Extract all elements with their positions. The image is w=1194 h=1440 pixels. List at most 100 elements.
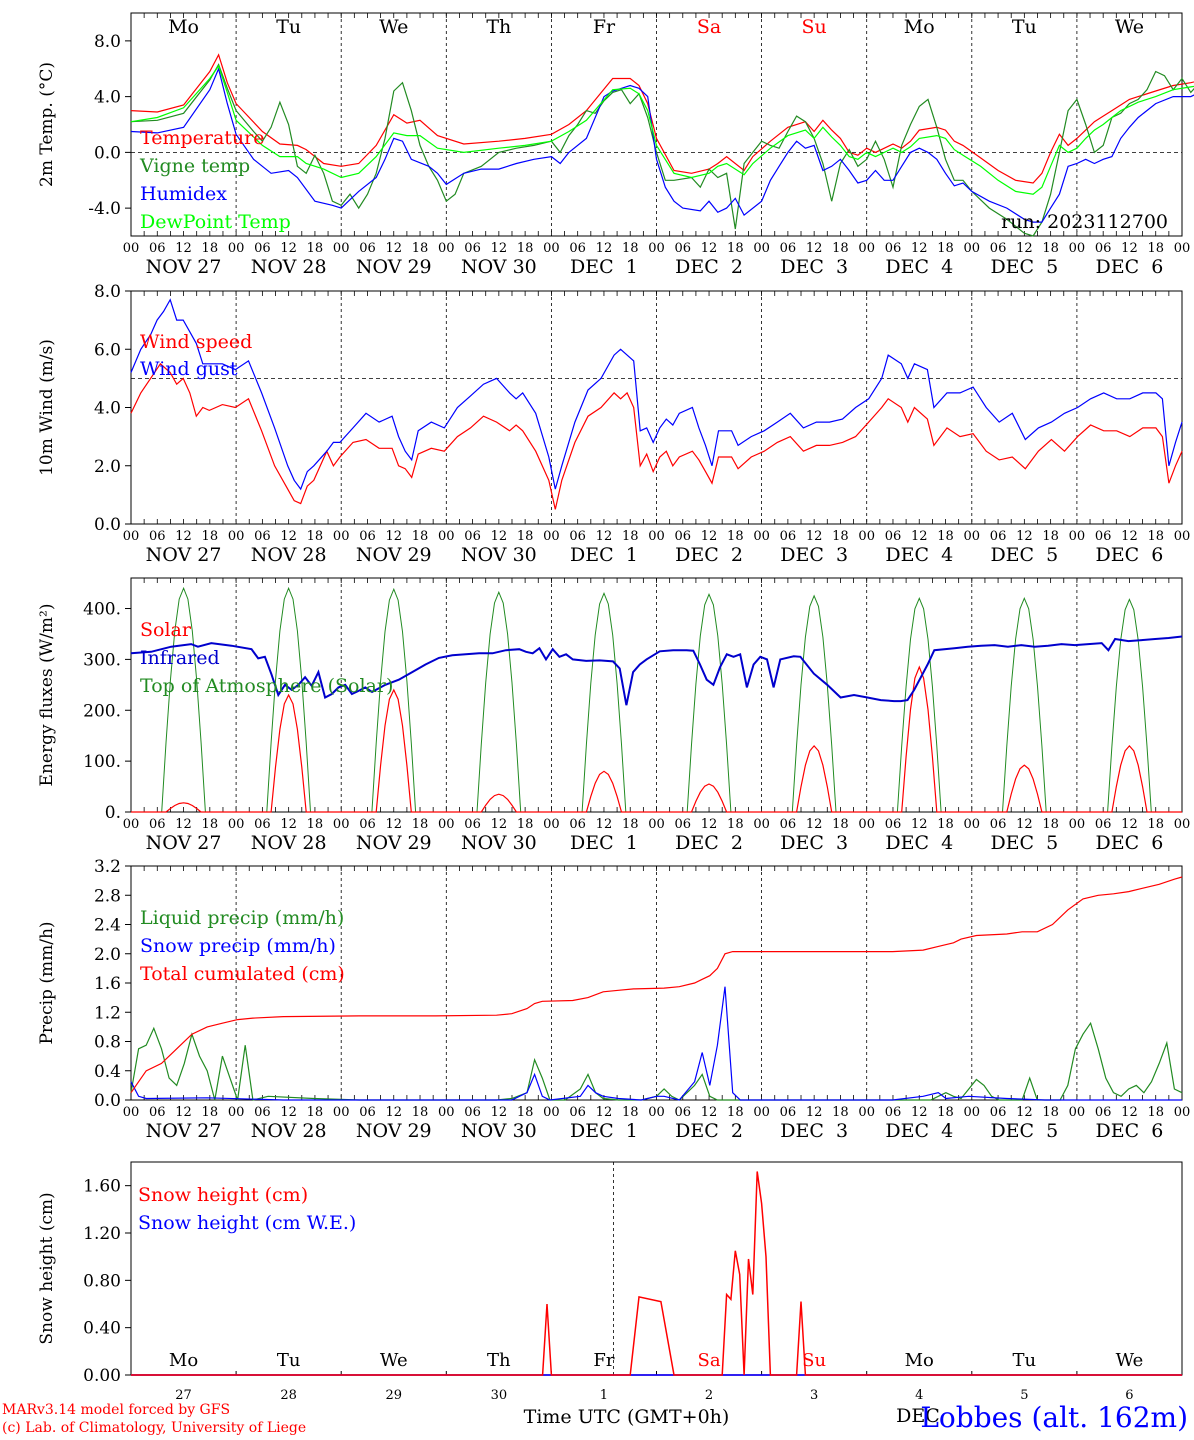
hour-label: 00 bbox=[543, 241, 560, 256]
hour-label: 18 bbox=[412, 241, 429, 256]
date-label: NOV 30 bbox=[461, 256, 537, 278]
hour-label: 18 bbox=[937, 241, 954, 256]
hour-label: 00 bbox=[858, 1105, 875, 1120]
date-label: NOV 29 bbox=[356, 256, 432, 278]
hour-label: 18 bbox=[727, 529, 744, 544]
y-tick-label: 8.0 bbox=[94, 282, 121, 302]
hour-label: 18 bbox=[1042, 529, 1059, 544]
hour-label: 12 bbox=[596, 241, 613, 256]
legend-entry: Solar bbox=[140, 619, 192, 641]
day-name-label: We bbox=[1116, 1350, 1144, 1371]
y-tick-label: 400. bbox=[83, 600, 121, 620]
hour-label: 00 bbox=[753, 1105, 770, 1120]
day-name-label: Tu bbox=[277, 1350, 301, 1371]
hour-label: 00 bbox=[333, 1105, 350, 1120]
hour-label: 18 bbox=[1042, 241, 1059, 256]
series-line-total-cumulated-cm- bbox=[130, 876, 1183, 1094]
day-number-label: 2 bbox=[705, 1388, 713, 1403]
series-line-snow-height-cm- bbox=[131, 1171, 1182, 1376]
hour-label: 12 bbox=[175, 241, 192, 256]
hour-label: 12 bbox=[911, 1105, 928, 1120]
hour-label: 00 bbox=[964, 529, 981, 544]
series-line-wind-gust bbox=[130, 298, 1183, 491]
date-label: NOV 30 bbox=[461, 544, 537, 566]
hour-label: 18 bbox=[202, 529, 219, 544]
panel-3: 0. 100. 200. 300. 400. Energy fluxes (W/m²) 00… bbox=[37, 577, 1191, 854]
hour-label: 18 bbox=[412, 817, 429, 832]
day-name-label: Fr bbox=[593, 1350, 614, 1371]
hour-label: 18 bbox=[622, 1105, 639, 1120]
date-label: DEC 2 bbox=[675, 1120, 743, 1142]
series-line-solar bbox=[131, 665, 1182, 813]
hour-label: 06 bbox=[675, 817, 692, 832]
hour-label: 06 bbox=[149, 241, 166, 256]
date-label: DEC 1 bbox=[570, 256, 638, 278]
day-name-label: We bbox=[379, 16, 408, 38]
series-line-temperature bbox=[130, 53, 1194, 184]
series-line-vigne-temp bbox=[130, 63, 1194, 237]
hour-label: 06 bbox=[675, 1105, 692, 1120]
date-label: NOV 30 bbox=[461, 832, 537, 854]
hour-label: 06 bbox=[990, 1105, 1007, 1120]
hour-label: 00 bbox=[333, 529, 350, 544]
hour-label: 00 bbox=[1174, 1105, 1191, 1120]
date-label: DEC 6 bbox=[1096, 1120, 1164, 1142]
hour-label: 06 bbox=[569, 1105, 586, 1120]
series-line-humidex bbox=[130, 66, 1194, 223]
series-line-snow-precip-mm-h- bbox=[130, 986, 1182, 1101]
date-label: NOV 29 bbox=[356, 1120, 432, 1142]
date-label: DEC 1 bbox=[570, 544, 638, 566]
hour-label: 06 bbox=[1095, 817, 1112, 832]
hour-label: 06 bbox=[464, 817, 481, 832]
day-number-label: 3 bbox=[810, 1388, 818, 1403]
hour-label: 06 bbox=[149, 1105, 166, 1120]
y-tick-label: 2.0 bbox=[94, 457, 121, 477]
hour-label: 12 bbox=[280, 529, 297, 544]
hour-label: 18 bbox=[832, 1105, 849, 1120]
day-name-label: We bbox=[1115, 16, 1144, 38]
y-tick-label: 0.80 bbox=[83, 1271, 121, 1291]
hour-label: 12 bbox=[1121, 529, 1138, 544]
legend-entry: Snow precip (mm/h) bbox=[140, 935, 336, 957]
day-name-label: Tu bbox=[1012, 16, 1037, 38]
hour-label: 00 bbox=[1174, 817, 1191, 832]
hour-label: 06 bbox=[885, 817, 902, 832]
date-label: DEC 1 bbox=[570, 832, 638, 854]
hour-label: 12 bbox=[175, 529, 192, 544]
hour-label: 00 bbox=[1069, 817, 1086, 832]
hour-label: 06 bbox=[885, 529, 902, 544]
hour-label: 12 bbox=[385, 817, 402, 832]
day-number-label: 4 bbox=[915, 1388, 923, 1403]
date-label: NOV 28 bbox=[251, 256, 327, 278]
hour-label: 12 bbox=[1016, 1105, 1033, 1120]
hour-label: 18 bbox=[937, 1105, 954, 1120]
hour-label: 00 bbox=[228, 529, 245, 544]
panel-1: -4.0 0.0 4.0 8.0 2m Temp. (°C) 00 06 12 18 00 06 12… bbox=[37, 12, 1194, 278]
month-label: DEC bbox=[896, 1405, 940, 1427]
hour-label: 06 bbox=[885, 241, 902, 256]
hour-label: 18 bbox=[1147, 241, 1164, 256]
hour-label: 00 bbox=[123, 817, 140, 832]
day-name-label: Mo bbox=[904, 16, 935, 38]
hour-label: 00 bbox=[964, 817, 981, 832]
date-label: NOV 29 bbox=[356, 832, 432, 854]
hour-label: 12 bbox=[385, 1105, 402, 1120]
date-label: DEC 3 bbox=[780, 256, 848, 278]
y-tick-label: 8.0 bbox=[94, 32, 121, 52]
hour-label: 00 bbox=[123, 241, 140, 256]
hour-label: 18 bbox=[202, 1105, 219, 1120]
y-tick-label: 2.0 bbox=[94, 945, 121, 965]
date-label: DEC 5 bbox=[990, 544, 1058, 566]
legend-entry: DewPoint Temp bbox=[140, 211, 291, 233]
date-label: NOV 27 bbox=[146, 832, 222, 854]
hour-label: 06 bbox=[780, 817, 797, 832]
hour-label: 12 bbox=[1016, 241, 1033, 256]
date-label: NOV 30 bbox=[461, 1120, 537, 1142]
legend-entry: Humidex bbox=[140, 183, 227, 205]
hour-label: 18 bbox=[517, 817, 534, 832]
hour-label: 06 bbox=[1095, 1105, 1112, 1120]
hour-label: 12 bbox=[175, 1105, 192, 1120]
hour-label: 06 bbox=[990, 241, 1007, 256]
y-axis-label: Snow height (cm) bbox=[37, 1192, 57, 1344]
